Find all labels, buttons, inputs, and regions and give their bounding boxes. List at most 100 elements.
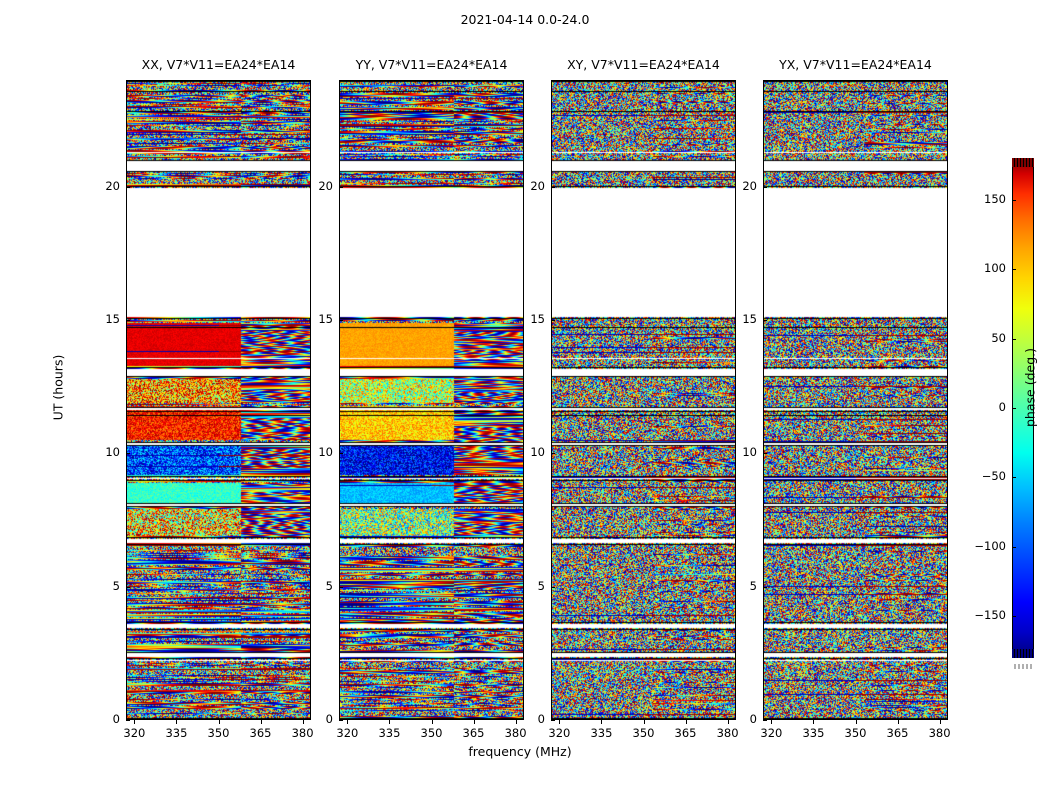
colorbar-under-marker [1012,649,1034,658]
x-tick-mark [813,720,815,724]
colorbar-tick-label: 100 [984,261,1006,276]
colorbar-tick-label: 0 [998,400,1006,414]
colorbar-tick-label: −100 [974,538,1006,553]
colorbar-tick-mark [1012,408,1016,409]
x-tick-mark [260,720,262,724]
x-tick-label: 365 [249,726,272,740]
y-tick-mark [126,453,130,455]
y-tick-label: 5 [112,578,120,593]
colorbar-outlier-dashes [1014,664,1034,669]
colorbar-tick-label: 150 [984,191,1006,206]
y-tick-label: 5 [537,578,545,593]
y-tick-mark [339,186,343,188]
x-tick-label: 335 [165,726,188,740]
colorbar-tick-label: −50 [981,469,1006,484]
x-tick-label: 350 [207,726,230,740]
colorbar-tick-mark [1012,199,1016,201]
colorbar-tick-mark [1012,546,1016,548]
colorbar-over-marker [1012,158,1034,167]
x-tick-mark [685,720,687,724]
x-tick-mark [559,720,561,724]
y-tick-label: 5 [325,578,333,593]
y-tick-label: 5 [749,578,757,593]
panel-title-xy: XY, V7*V11=EA24*EA14 [567,57,720,72]
y-tick-label: 15 [530,312,545,326]
y-tick-label: 10 [742,445,757,460]
y-tick-mark [763,586,767,588]
y-tick-label: 20 [530,178,545,193]
x-tick-mark [515,720,517,724]
x-tick-mark [855,720,857,724]
heatmap-panel-yy[interactable] [339,80,524,720]
y-tick-label: 0 [325,712,333,726]
x-tick-mark [302,720,304,724]
colorbar-label: phase (deg.) [1022,348,1038,427]
x-tick-label: 380 [504,726,527,740]
y-tick-mark [126,586,130,588]
x-tick-label: 320 [336,726,359,740]
x-axis-label: frequency (MHz) [468,744,572,759]
y-tick-mark [126,320,130,321]
x-tick-label: 350 [844,726,867,740]
y-tick-label: 10 [530,445,545,460]
x-tick-label: 320 [123,726,146,740]
x-tick-label: 320 [760,726,783,740]
y-tick-label: 15 [318,312,333,326]
y-tick-mark [763,320,767,321]
y-tick-mark [126,720,130,721]
x-tick-mark [727,720,729,724]
x-tick-mark [431,720,433,724]
y-tick-mark [551,186,555,188]
x-tick-mark [771,720,773,724]
y-tick-label: 10 [318,445,333,460]
x-tick-mark [897,720,899,724]
colorbar-tick-mark [1012,338,1016,340]
x-tick-label: 380 [716,726,739,740]
heatmap-panel-yx[interactable] [763,80,948,720]
y-tick-label: 0 [537,712,545,726]
x-tick-mark [347,720,349,724]
heatmap-panel-xy[interactable] [551,80,736,720]
x-tick-mark [643,720,645,724]
x-tick-label: 380 [928,726,951,740]
colorbar-tick-label: −150 [974,608,1006,623]
x-tick-label: 335 [590,726,613,740]
panel-title-yy: YY, V7*V11=EA24*EA14 [355,57,508,72]
panel-title-xx: XX, V7*V11=EA24*EA14 [141,57,296,72]
y-tick-label: 15 [105,312,120,326]
y-tick-label: 15 [742,312,757,326]
y-tick-mark [763,720,767,721]
x-tick-label: 365 [886,726,909,740]
y-axis-label: UT (hours) [50,354,66,421]
panel-title-yx: YX, V7*V11=EA24*EA14 [779,57,932,72]
colorbar-tick-mark [1012,477,1016,479]
y-tick-mark [339,586,343,588]
y-tick-label: 10 [105,445,120,460]
x-tick-label: 350 [420,726,443,740]
x-tick-mark [134,720,136,724]
y-tick-mark [339,453,343,455]
x-tick-mark [939,720,941,724]
y-tick-mark [551,320,555,321]
y-tick-mark [339,720,343,721]
x-tick-label: 335 [378,726,401,740]
y-tick-mark [126,186,130,188]
y-tick-mark [551,453,555,455]
x-tick-mark [473,720,475,724]
x-tick-mark [601,720,603,724]
x-tick-mark [176,720,178,724]
y-tick-label: 20 [318,178,333,193]
y-tick-label: 0 [749,712,757,726]
colorbar-tick-label: 50 [991,330,1006,345]
y-tick-mark [551,586,555,588]
x-tick-label: 320 [548,726,571,740]
y-tick-mark [339,320,343,321]
figure-suptitle: 2021-04-14 0.0-24.0 [460,12,590,27]
y-tick-mark [551,720,555,721]
x-tick-label: 365 [462,726,485,740]
y-tick-mark [763,453,767,455]
heatmap-panel-xx[interactable] [126,80,311,720]
colorbar-tick-mark [1012,616,1016,618]
x-tick-mark [389,720,391,724]
